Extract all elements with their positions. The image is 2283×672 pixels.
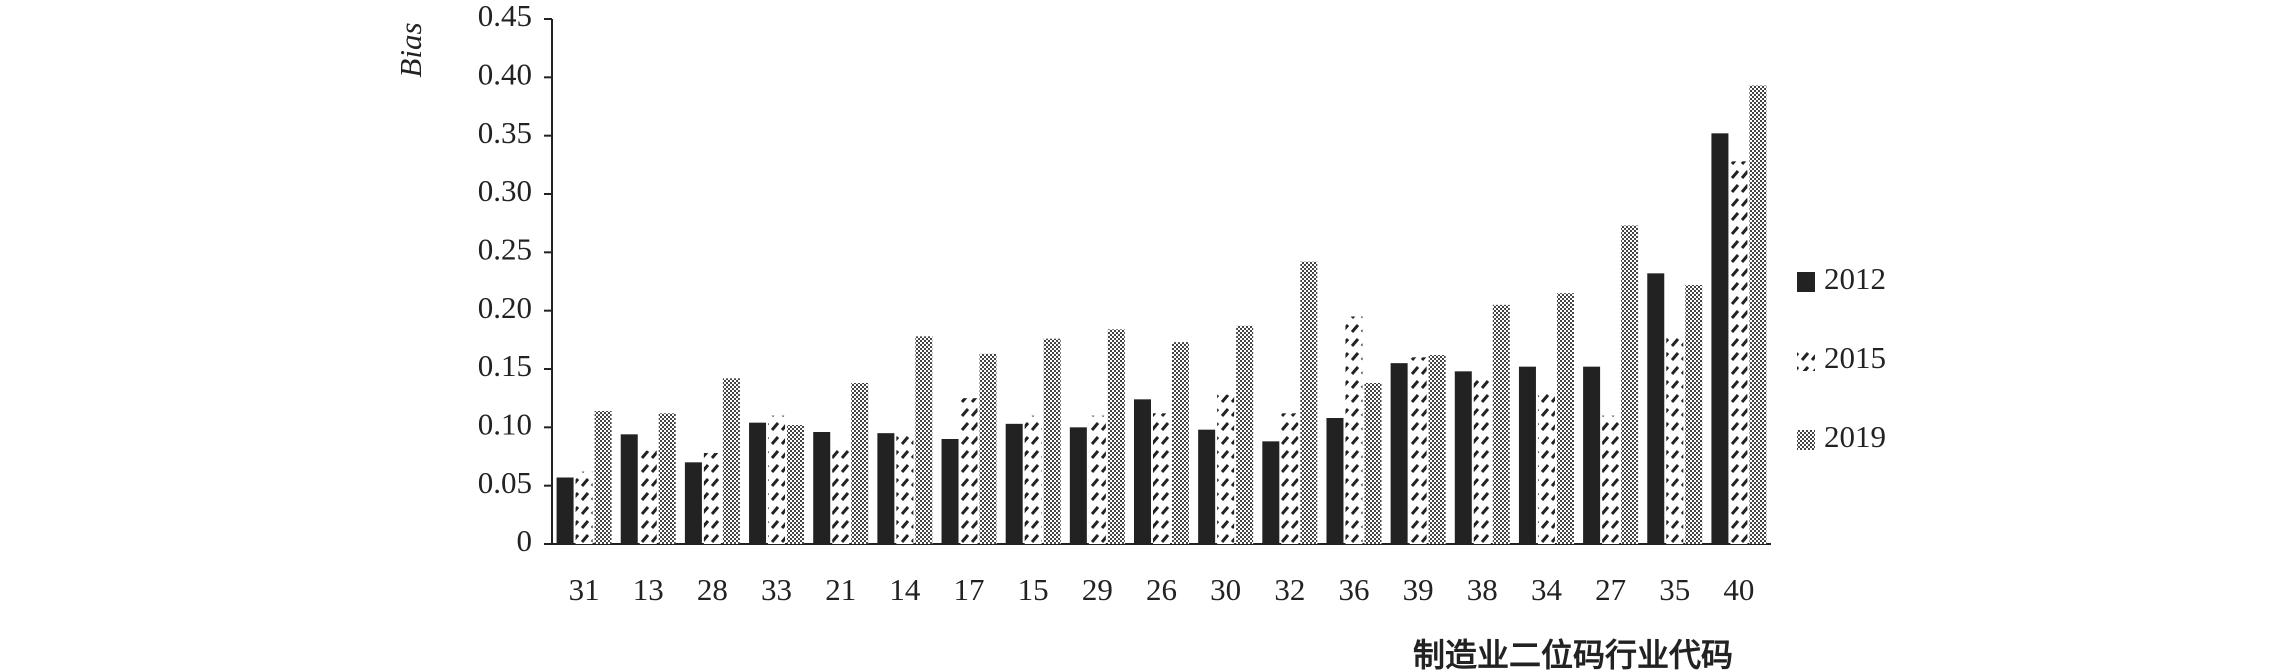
x-axis-label: 制造业二位码行业代码	[1413, 636, 1733, 672]
bar	[1711, 133, 1729, 545]
bar	[1281, 413, 1299, 544]
x-tick-label: 38	[1467, 572, 1498, 607]
x-tick-label: 29	[1082, 572, 1113, 607]
bar	[1153, 413, 1170, 544]
bar	[1537, 392, 1555, 544]
y-tick-label: 0.25	[478, 231, 532, 266]
y-tick-label: 0.45	[478, 0, 532, 33]
bar	[1198, 429, 1216, 544]
bar	[556, 477, 574, 544]
x-tick-label: 15	[1018, 572, 1049, 607]
bar	[768, 415, 786, 544]
bar	[1556, 293, 1574, 544]
bar	[1262, 441, 1280, 544]
bar	[851, 383, 869, 544]
bar	[575, 471, 593, 544]
bar	[1583, 366, 1601, 544]
bar	[620, 434, 638, 544]
bar	[722, 378, 740, 544]
bar	[1134, 399, 1151, 544]
bar	[1217, 394, 1235, 544]
bar	[1236, 325, 1254, 544]
bar	[813, 432, 831, 544]
y-tick-label: 0.05	[478, 465, 532, 500]
bar	[1326, 418, 1344, 544]
x-tick-label: 35	[1659, 572, 1690, 607]
x-tick-label: 31	[569, 572, 600, 607]
bar	[1005, 423, 1023, 544]
y-tick-label: 0.40	[478, 56, 532, 91]
y-tick-label: 0.15	[478, 348, 532, 383]
bar	[832, 444, 850, 544]
bar	[1088, 415, 1106, 544]
bar	[1428, 355, 1446, 544]
bar	[960, 398, 978, 544]
y-axis-label: Bias	[393, 22, 428, 77]
bar	[1647, 273, 1665, 544]
x-tick-label: 40	[1723, 572, 1754, 607]
bar	[877, 433, 895, 544]
x-tick-label: 32	[1274, 572, 1305, 607]
x-tick-label: 27	[1595, 572, 1626, 607]
bar	[1730, 161, 1748, 545]
bar	[1024, 415, 1042, 544]
x-tick-label: 14	[889, 572, 921, 607]
bar	[749, 422, 767, 544]
x-tick-label: 13	[633, 572, 664, 607]
y-tick-label: 0.10	[478, 406, 532, 441]
bar	[1107, 329, 1125, 544]
legend-swatch	[1797, 351, 1815, 371]
bar	[1409, 357, 1427, 544]
bar	[1602, 415, 1620, 544]
x-tick-label: 26	[1146, 572, 1177, 607]
bar	[1390, 363, 1408, 544]
bar	[1666, 336, 1684, 544]
bar	[1518, 366, 1536, 544]
y-tick-label: 0.20	[478, 290, 532, 325]
bar	[639, 450, 657, 544]
x-tick-label: 33	[761, 572, 792, 607]
x-tick-label: 36	[1338, 572, 1369, 607]
y-tick-label: 0.30	[478, 173, 532, 208]
bar	[787, 425, 805, 544]
x-tick-label: 21	[825, 572, 856, 607]
bar	[1172, 342, 1189, 544]
x-tick-label: 34	[1531, 572, 1563, 607]
bar	[1454, 371, 1472, 544]
y-tick-label: 0	[517, 523, 533, 558]
bar	[896, 433, 914, 544]
bar	[1364, 383, 1382, 544]
x-tick-label: 30	[1210, 572, 1241, 607]
bar	[1685, 285, 1703, 544]
legend-label: 2012	[1824, 261, 1886, 296]
x-tick-label: 17	[954, 572, 985, 607]
bar	[1345, 316, 1363, 544]
bar	[1043, 338, 1061, 544]
bar	[1749, 85, 1767, 544]
legend-label: 2019	[1824, 419, 1886, 454]
bar	[658, 413, 676, 544]
x-tick-label: 39	[1403, 572, 1434, 607]
legend-swatch	[1797, 430, 1815, 450]
y-tick-label: 0.35	[478, 115, 532, 150]
legend-label: 2015	[1824, 340, 1886, 375]
bar	[703, 453, 721, 544]
bar	[941, 439, 959, 544]
bar	[1621, 225, 1639, 544]
legend-swatch	[1797, 272, 1815, 292]
bar	[1069, 427, 1087, 544]
bar	[915, 336, 933, 544]
bar	[594, 411, 612, 544]
bar	[684, 462, 702, 544]
x-tick-label: 28	[697, 572, 728, 607]
bar	[1300, 261, 1318, 544]
bar	[1492, 304, 1510, 544]
bar	[979, 353, 997, 544]
bar	[1473, 378, 1491, 544]
